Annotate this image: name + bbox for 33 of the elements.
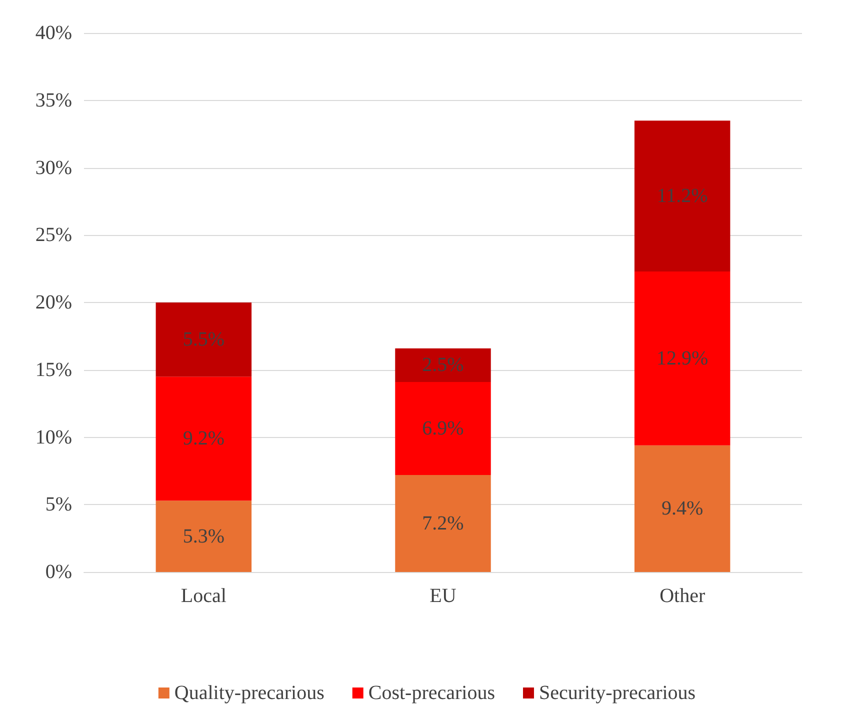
- bar: [156, 376, 252, 501]
- y-tick-label: 0%: [45, 561, 72, 583]
- data-label: 7.2%: [422, 512, 464, 534]
- bar: [395, 382, 491, 475]
- bar: [156, 302, 252, 377]
- data-label: 11.2%: [656, 185, 708, 208]
- y-tick-label: 40%: [35, 22, 72, 44]
- legend-label: Security-precarious: [538, 682, 696, 704]
- bar: [634, 120, 730, 272]
- y-tick-label: 25%: [35, 224, 72, 246]
- data-label: 9.4%: [661, 498, 704, 520]
- x-tick-label: Local: [180, 585, 227, 607]
- legend-label: Quality-precarious: [174, 682, 325, 704]
- data-label: 9.2%: [182, 428, 225, 450]
- bar: [156, 500, 252, 572]
- bar: [395, 474, 491, 572]
- data-label: 6.9%: [422, 417, 464, 440]
- data-label: 2.5%: [422, 354, 464, 376]
- data-label: 12.9%: [656, 347, 708, 370]
- bar: [634, 272, 730, 446]
- data-label: 5.3%: [182, 525, 225, 548]
- y-tick-label: 10%: [35, 426, 72, 448]
- y-tick-label: 15%: [35, 358, 72, 381]
- y-tick-label: 5%: [45, 494, 72, 516]
- data-label: 5.5%: [182, 328, 225, 351]
- x-tick-label: Other: [660, 585, 706, 607]
- bar: [395, 348, 491, 382]
- y-tick-label: 30%: [35, 156, 72, 179]
- y-tick-label: 35%: [35, 89, 72, 112]
- x-tick-label: EU: [430, 585, 457, 607]
- bar: [634, 445, 730, 572]
- y-tick-label: 20%: [35, 292, 72, 314]
- legend-label: Cost-precarious: [368, 682, 496, 704]
